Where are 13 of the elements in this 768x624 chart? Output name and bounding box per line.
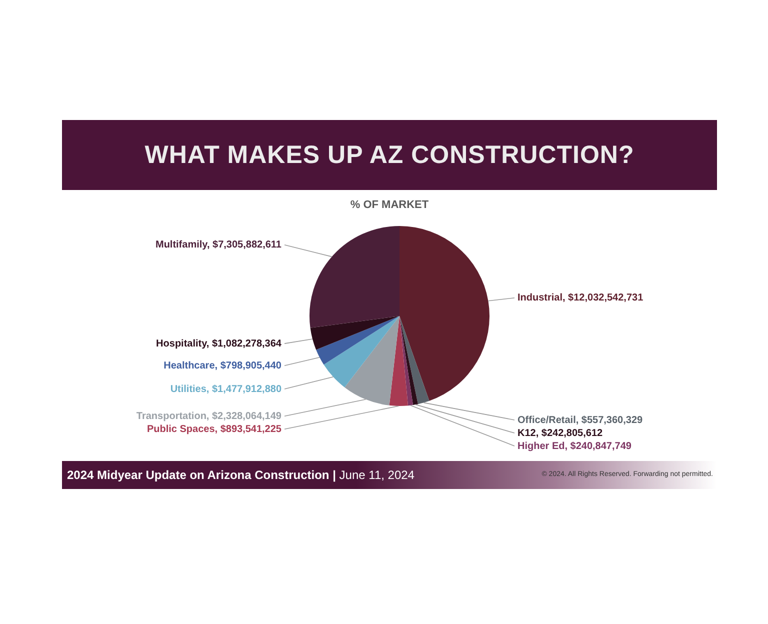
chart-title: WHAT MAKES UP AZ CONSTRUCTION?: [144, 140, 634, 170]
chart-subtitle: % OF MARKET: [349, 199, 430, 211]
slice-label: Hospitality, $1,082,278,364: [156, 338, 282, 350]
slice-label: Transportation, $2,328,064,149: [136, 410, 282, 422]
slice-label: Multifamily, $7,305,882,611: [155, 240, 282, 251]
title-banner: WHAT MAKES UP AZ CONSTRUCTION?: [62, 120, 717, 190]
slice-label: Higher Ed, $240,847,749: [518, 440, 632, 452]
slice-label: Office/Retail, $557,360,329: [518, 414, 644, 426]
slice-label: Healthcare, $798,905,440: [164, 360, 282, 372]
slice-label: Utilities, $1,477,912,880: [170, 384, 282, 395]
slice-label: K12, $242,805,612: [518, 428, 604, 439]
slice-label: Industrial, $12,032,542,731: [518, 292, 644, 304]
slice-label: Public Spaces, $893,541,225: [146, 424, 282, 435]
